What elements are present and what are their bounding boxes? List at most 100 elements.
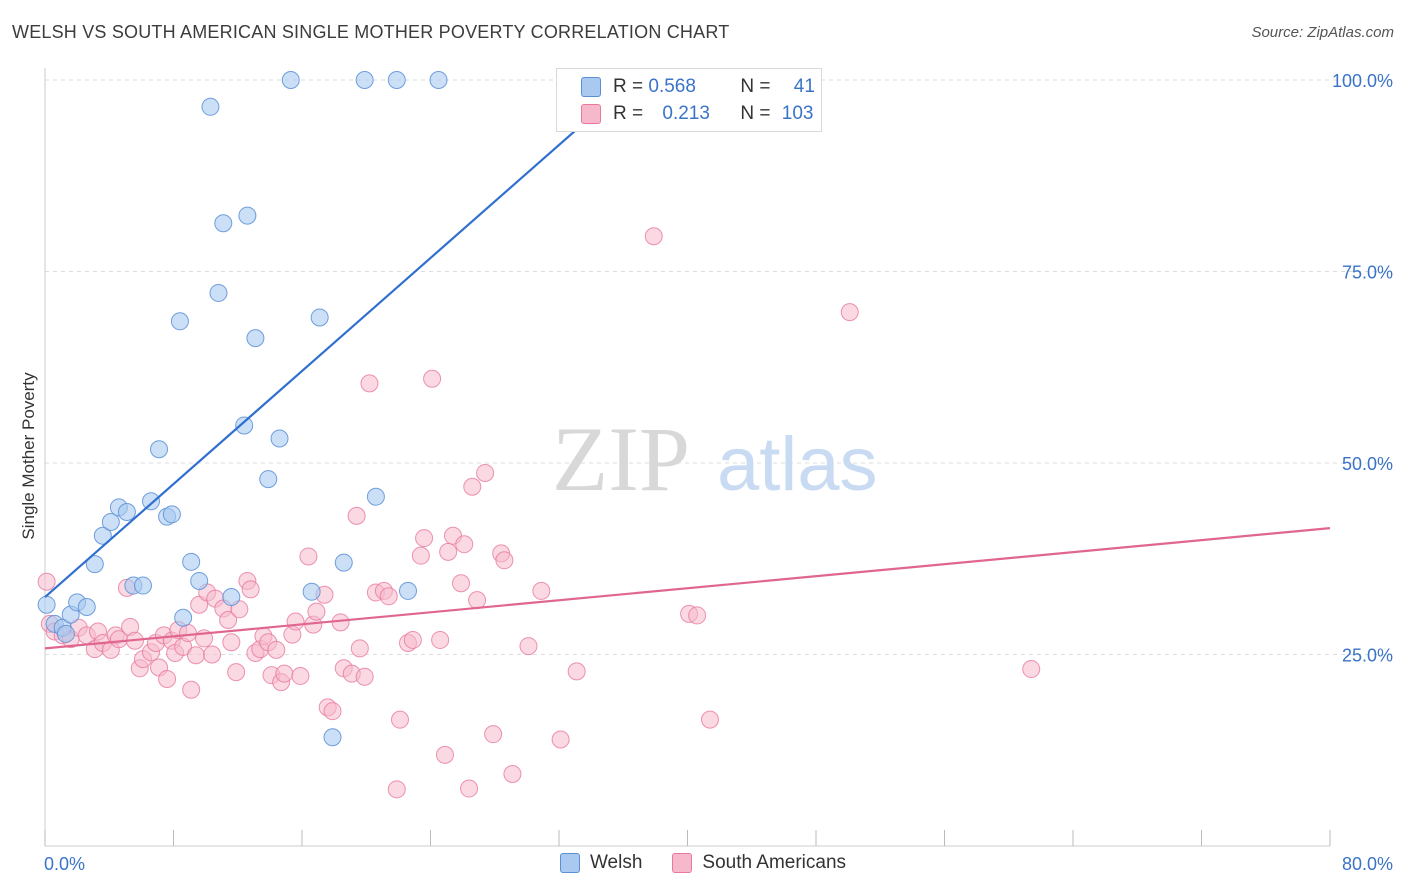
south-americans-point (476, 463, 495, 482)
watermark-atlas: atlas (717, 422, 878, 507)
source-credit: Source: ZipAtlas.com (1251, 24, 1394, 41)
welsh-point (133, 576, 152, 595)
welsh-point (85, 555, 104, 574)
south-americans-point (275, 664, 294, 683)
south-americans-point (484, 725, 503, 744)
x-tick-label: 0.0% (44, 854, 85, 874)
south-americans-point (700, 710, 719, 729)
welsh-point (429, 71, 448, 89)
welsh-point (190, 571, 209, 590)
welsh-point (246, 329, 265, 348)
legend-n-label: N = (740, 76, 776, 97)
axes (44, 68, 1331, 847)
welsh-point (37, 595, 56, 614)
series-legend: Welsh South Americans (0, 852, 1406, 874)
y-tick-label: 25.0% (1342, 646, 1393, 666)
south-americans-point (323, 702, 342, 721)
south-americans-point (307, 602, 326, 621)
south-americans-swatch (581, 104, 601, 124)
x-tick-label: 80.0% (1342, 854, 1393, 874)
south-americans-point (219, 611, 238, 630)
south-americans-point (688, 606, 707, 625)
watermark-zip: ZIP (552, 408, 690, 510)
welsh-point (174, 608, 193, 627)
legend-n-value: 103 (781, 103, 814, 124)
welsh-points (37, 71, 448, 747)
south-americans-point (503, 764, 522, 783)
welsh-point (281, 71, 300, 89)
south-americans-point (37, 572, 56, 591)
south-americans-point (1022, 660, 1041, 679)
south-americans-point (182, 680, 201, 699)
welsh-point (182, 552, 201, 571)
south-americans-point (299, 547, 318, 566)
south-americans-points (37, 227, 1041, 799)
south-americans-point (203, 645, 222, 664)
south-americans-point (532, 581, 551, 600)
welsh-point (270, 429, 289, 448)
legend-n-label: N = (740, 103, 776, 124)
south-americans-point (644, 227, 663, 246)
welsh-point (117, 503, 136, 522)
series-legend-welsh: Welsh (559, 852, 643, 874)
welsh-point (235, 416, 254, 435)
welsh-point (209, 283, 228, 302)
south-americans-trendline (44, 527, 1331, 650)
welsh-swatch (559, 853, 580, 873)
south-americans-point (468, 591, 487, 610)
welsh-point (355, 71, 374, 89)
legend-r-label: R = (613, 103, 649, 124)
south-americans-point (460, 779, 479, 798)
axis-labels: 25.0% 50.0% 75.0% 100.0% 0.0% 80.0% Single Mot… (19, 71, 1393, 874)
south-americans-point (551, 730, 570, 749)
welsh-point (101, 512, 120, 531)
south-americans-point (455, 535, 474, 554)
welsh-point (150, 440, 169, 459)
series-legend-label: South Americans (702, 852, 847, 873)
legend-n-value: 41 (793, 76, 815, 97)
south-americans-point (360, 374, 379, 393)
trendlines (44, 79, 1331, 650)
welsh-point (387, 71, 406, 89)
south-americans-point (463, 477, 482, 496)
south-americans-point (495, 551, 514, 570)
south-americans-point (158, 670, 177, 689)
welsh-point (170, 312, 189, 331)
south-americans-point (291, 666, 310, 685)
south-americans-point (286, 612, 305, 631)
south-americans-point (423, 369, 442, 388)
south-americans-point (390, 710, 409, 729)
south-americans-point (435, 745, 454, 764)
legend-r-label: R = (613, 76, 649, 97)
welsh-swatch (581, 77, 601, 97)
legend-row-welsh: R = 0.568 N = 41 (581, 75, 815, 99)
south-americans-point (227, 663, 246, 682)
south-americans-point (267, 640, 286, 659)
welsh-point (259, 470, 278, 489)
series-legend-south-americans: South Americans (672, 852, 846, 874)
welsh-trendline (44, 79, 634, 598)
series-legend-label: Welsh (589, 852, 643, 873)
welsh-point (56, 624, 75, 643)
south-americans-point (452, 574, 471, 593)
south-americans-point (178, 624, 197, 643)
chart-title: WELSH VS SOUTH AMERICAN SINGLE MOTHER PO… (12, 22, 730, 42)
welsh-point (222, 588, 241, 607)
south-americans-point (355, 667, 374, 686)
south-americans-point (415, 529, 434, 548)
welsh-point (366, 487, 385, 506)
welsh-point (334, 553, 353, 572)
south-americans-point (411, 546, 430, 565)
south-americans-point (379, 587, 398, 606)
south-americans-swatch (672, 853, 693, 873)
south-americans-point (387, 780, 406, 799)
y-tick-label: 75.0% (1342, 263, 1393, 283)
south-americans-point (403, 630, 422, 649)
south-americans-point (567, 662, 586, 681)
south-americans-point (347, 506, 366, 525)
welsh-point (142, 492, 161, 511)
y-axis-title: Single Mother Poverty (19, 372, 38, 540)
welsh-point (399, 581, 418, 600)
welsh-point (214, 214, 233, 233)
south-americans-point (222, 633, 241, 652)
